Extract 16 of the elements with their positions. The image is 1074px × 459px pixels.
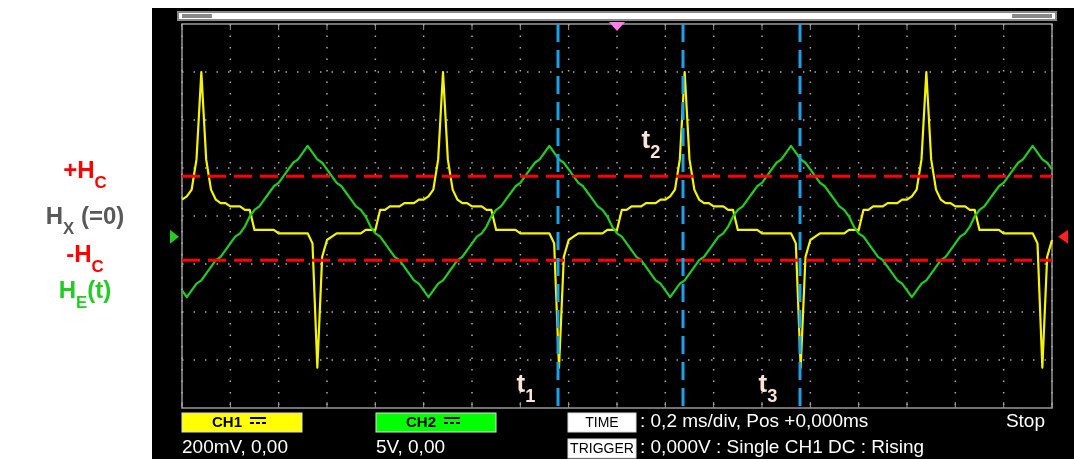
text: TIME [585,414,619,430]
annotation: t$_{1}$ [516,368,536,406]
ref-line-label: -H$_{C}$ [66,240,104,276]
text: H$_{X}$ (=0) [45,202,125,238]
annotation: t$_{2}$ [641,124,661,162]
text: Stop [1005,410,1045,431]
annotation: t$_{3}$ [758,368,778,406]
text: CH2 [405,413,437,430]
text: : 0,2 ms/div, Pos +0,000ms [640,410,869,431]
text: : 0,000V : Single CH1 DC : Rising [640,436,925,457]
text: TRIGGER [570,440,634,456]
ref-line-label: +H$_{C}$ [63,156,107,192]
text: CH1 [211,413,243,430]
text: 200mV, 0,00 [182,436,288,457]
text: H$_{E}$(t) [58,276,112,312]
text: 5V, 0,00 [376,436,446,457]
